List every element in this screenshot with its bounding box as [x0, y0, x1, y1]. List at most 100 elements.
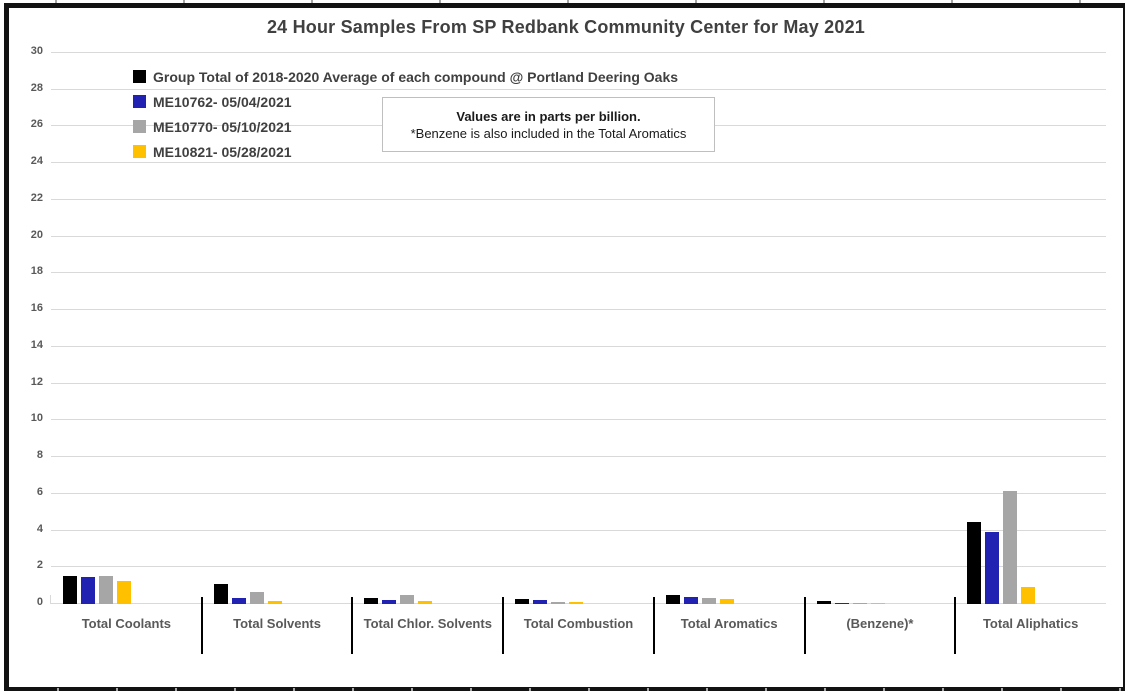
bar	[231, 598, 246, 604]
bar	[967, 522, 982, 604]
note-box: Values are in parts per billion. *Benzen…	[382, 97, 715, 152]
y-tick-label: 16	[30, 302, 43, 315]
legend-swatch	[133, 120, 146, 133]
y-tick-label: 6	[36, 485, 43, 498]
bar	[117, 581, 131, 604]
y-tick-label: 4	[36, 522, 43, 535]
category-separator	[803, 597, 806, 654]
category-label: Total Coolants	[81, 616, 171, 631]
category-separator	[652, 597, 655, 654]
category-label: Total Solvents	[233, 616, 321, 631]
category-label: (Benzene)*	[846, 616, 914, 631]
gridline	[51, 235, 1106, 237]
spreadsheet-tick	[293, 688, 295, 691]
gridline	[51, 309, 1106, 311]
gridline	[51, 198, 1106, 200]
spreadsheet-tick	[951, 0, 953, 3]
bar	[551, 602, 566, 604]
bar	[213, 584, 228, 604]
note-line-1: Values are in parts per billion.	[456, 108, 641, 124]
y-tick-label: 18	[30, 265, 43, 278]
spreadsheet-tick	[588, 688, 590, 691]
gridline	[51, 272, 1106, 274]
gridline	[51, 492, 1106, 494]
spreadsheet-tick	[175, 688, 177, 691]
spreadsheet-tick	[824, 688, 826, 691]
bar	[834, 603, 849, 604]
gridline	[51, 456, 1106, 458]
gridline	[51, 419, 1106, 421]
y-tick-label: 20	[30, 228, 43, 241]
bar	[99, 576, 113, 604]
y-tick-label: 8	[36, 449, 43, 462]
category-separator	[351, 597, 354, 654]
category-separator	[954, 597, 957, 654]
bar	[63, 576, 77, 604]
chart-frame: 24 Hour Samples From SP Redbank Communit…	[4, 3, 1125, 691]
spreadsheet-tick	[1060, 688, 1062, 691]
y-tick-label: 10	[30, 412, 43, 425]
bar	[816, 601, 831, 604]
spreadsheet-tick	[647, 688, 649, 691]
bar	[267, 601, 282, 604]
spreadsheet-tick	[706, 688, 708, 691]
bar	[569, 602, 584, 604]
spreadsheet-tick	[234, 688, 236, 691]
y-tick-label: 24	[30, 155, 43, 168]
bar	[870, 603, 885, 604]
gridline	[51, 162, 1106, 164]
spreadsheet-tick	[1119, 688, 1121, 691]
bar	[515, 599, 530, 604]
gridline	[51, 382, 1106, 384]
bar	[400, 595, 415, 604]
gridline	[51, 529, 1106, 531]
gridline	[51, 88, 1106, 90]
bar	[364, 598, 379, 604]
spreadsheet-tick	[823, 0, 825, 3]
legend-label: ME10770- 05/10/2021	[153, 118, 292, 135]
chart-title: 24 Hour Samples From SP Redbank Communit…	[266, 17, 866, 37]
spreadsheet-tick	[311, 0, 313, 3]
bar	[852, 603, 867, 604]
y-tick-label: 22	[30, 191, 43, 204]
spreadsheet-tick	[470, 688, 472, 691]
y-tick-label: 12	[30, 375, 43, 388]
spreadsheet-tick	[352, 688, 354, 691]
legend: Group Total of 2018-2020 Average of each…	[133, 64, 678, 164]
spreadsheet-tick	[55, 0, 57, 3]
spreadsheet-tick	[116, 688, 118, 691]
y-tick-label: 26	[30, 118, 43, 131]
spreadsheet-tick	[765, 688, 767, 691]
spreadsheet-tick	[942, 688, 944, 691]
legend-item: Group Total of 2018-2020 Average of each…	[133, 64, 678, 89]
gridline	[51, 345, 1106, 347]
legend-swatch	[133, 95, 146, 108]
spreadsheet-tick	[883, 688, 885, 691]
bar	[985, 532, 1000, 604]
legend-swatch	[133, 70, 146, 83]
category-label: Total Combustion	[523, 616, 634, 631]
spreadsheet-tick	[695, 0, 697, 3]
legend-label: ME10821- 05/28/2021	[153, 143, 292, 160]
legend-item: ME10821- 05/28/2021	[133, 139, 678, 164]
spreadsheet-tick	[1001, 688, 1003, 691]
spreadsheet-tick	[439, 0, 441, 3]
legend-item: ME10762- 05/04/2021	[133, 89, 678, 114]
axis-tick-stub	[50, 595, 51, 604]
y-tick-label: 0	[36, 596, 43, 608]
legend-swatch	[133, 145, 146, 158]
legend-label: ME10762- 05/04/2021	[153, 93, 292, 110]
y-tick-label: 28	[30, 81, 43, 94]
bar	[719, 599, 734, 604]
bar	[81, 577, 95, 604]
y-tick-label: 14	[30, 338, 43, 351]
category-label: Total Aliphatics	[982, 616, 1079, 631]
spreadsheet-tick	[529, 688, 531, 691]
gridline	[51, 566, 1106, 568]
legend-item: ME10770- 05/10/2021	[133, 114, 678, 139]
note-line-2: *Benzene is also included in the Total A…	[410, 125, 687, 141]
bar	[1003, 491, 1018, 604]
bar	[683, 597, 698, 604]
bar	[382, 600, 397, 604]
